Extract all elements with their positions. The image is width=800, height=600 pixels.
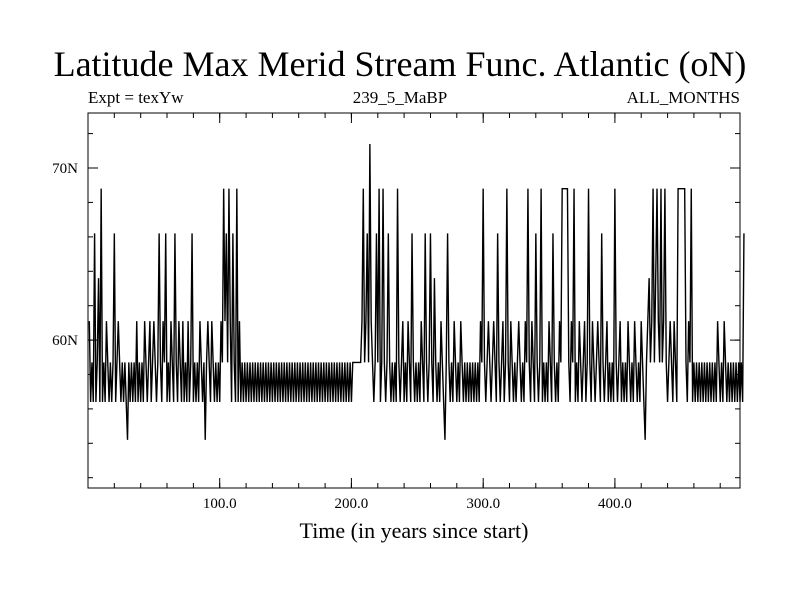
months-label: ALL_MONTHS [626,88,740,107]
chart-title: Latitude Max Merid Stream Func. Atlantic… [53,44,747,84]
x-tick-label: 200.0 [335,496,369,512]
x-tick-label: 100.0 [203,496,237,512]
y-tick-label: 60N [52,333,78,349]
experiment-label: Expt = texYw [88,88,184,107]
series-line-0 [88,143,745,440]
x-tick-label: 400.0 [598,496,632,512]
x-tick-label: 300.0 [466,496,500,512]
series-layer [88,143,745,440]
period-label: 239_5_MaBP [352,88,448,107]
x-axis-label: Time (in years since start) [299,518,529,543]
y-tick-label: 70N [52,161,78,177]
plot-frame [87,112,741,489]
ticks-layer: 100.0 200.0 300.0 400.0 60N 70N [52,113,740,512]
